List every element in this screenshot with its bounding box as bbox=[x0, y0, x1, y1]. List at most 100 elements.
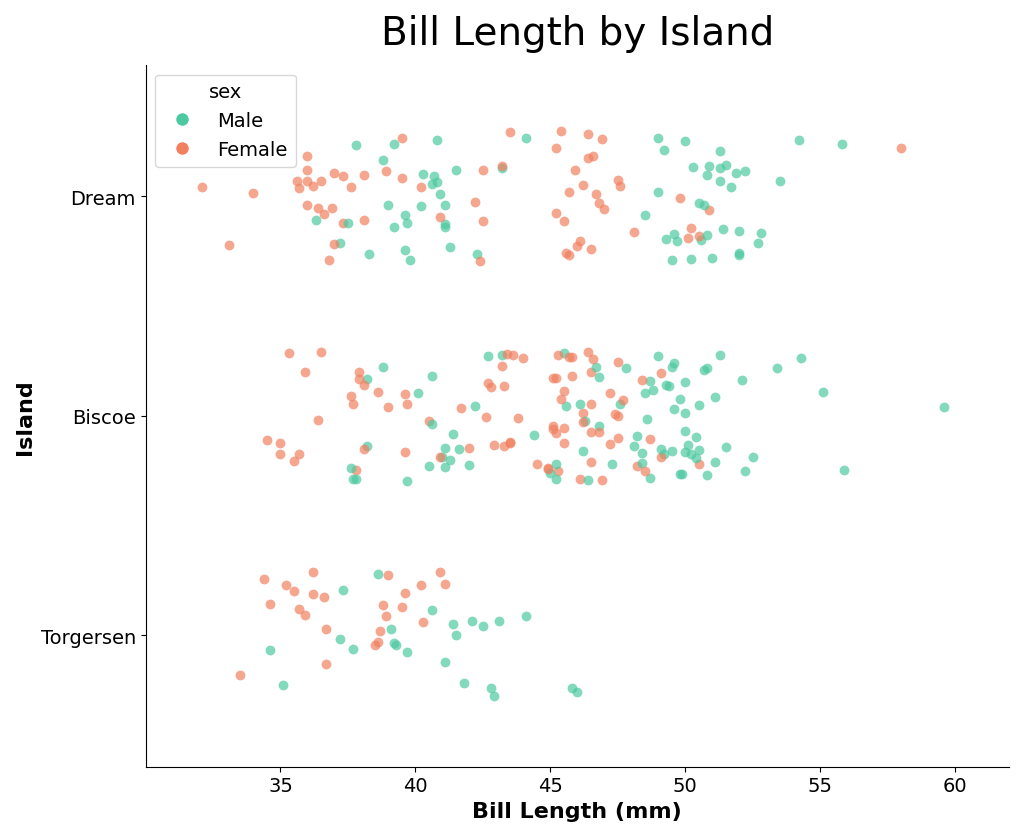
Point bbox=[356, 379, 373, 392]
Point bbox=[569, 685, 586, 698]
Point bbox=[461, 442, 477, 456]
Point bbox=[680, 232, 696, 245]
Point bbox=[690, 196, 707, 210]
Point bbox=[561, 248, 578, 262]
Point bbox=[421, 460, 437, 473]
Point bbox=[445, 618, 462, 631]
Point bbox=[601, 438, 617, 451]
Point bbox=[361, 247, 378, 261]
Point bbox=[561, 186, 578, 199]
Point bbox=[348, 472, 365, 486]
Point bbox=[634, 374, 650, 387]
Point bbox=[548, 457, 564, 471]
Point bbox=[642, 472, 658, 486]
Point bbox=[696, 199, 713, 212]
Point bbox=[626, 227, 642, 240]
Point bbox=[664, 360, 680, 374]
Point bbox=[286, 455, 302, 468]
Point bbox=[370, 635, 386, 649]
Point bbox=[563, 351, 580, 364]
Point bbox=[682, 222, 698, 235]
Point bbox=[660, 380, 677, 393]
Point bbox=[701, 161, 718, 174]
Point bbox=[588, 360, 604, 374]
Point bbox=[286, 584, 302, 598]
Point bbox=[672, 392, 688, 405]
Point bbox=[680, 438, 696, 451]
Point bbox=[451, 443, 467, 456]
Point bbox=[437, 461, 454, 474]
Point bbox=[518, 609, 535, 623]
Point bbox=[510, 411, 526, 425]
Point bbox=[456, 676, 472, 690]
Point bbox=[650, 186, 667, 199]
Point bbox=[358, 440, 375, 453]
Point bbox=[936, 401, 952, 415]
Point bbox=[315, 590, 332, 604]
Point bbox=[553, 125, 569, 138]
Point bbox=[642, 375, 658, 388]
Point bbox=[310, 201, 327, 215]
Point bbox=[356, 170, 373, 183]
Point bbox=[650, 350, 667, 364]
Point bbox=[315, 208, 332, 222]
Point bbox=[548, 473, 564, 487]
Point bbox=[494, 360, 510, 374]
Point bbox=[497, 440, 513, 453]
Point bbox=[399, 217, 416, 231]
Point bbox=[310, 414, 327, 427]
Point bbox=[658, 232, 675, 246]
Point bbox=[642, 433, 658, 446]
Point bbox=[480, 350, 497, 364]
Point bbox=[574, 407, 591, 421]
Point bbox=[652, 367, 669, 380]
Point bbox=[690, 399, 707, 412]
Point bbox=[437, 655, 454, 669]
Point bbox=[591, 370, 607, 384]
Point bbox=[356, 442, 373, 456]
Point bbox=[334, 584, 350, 597]
Point bbox=[431, 211, 447, 224]
Point bbox=[370, 568, 386, 581]
Point bbox=[442, 241, 459, 254]
Point bbox=[609, 356, 626, 370]
Point bbox=[750, 237, 766, 250]
Point bbox=[437, 442, 454, 456]
Point bbox=[715, 223, 731, 237]
Point bbox=[698, 229, 715, 242]
Point bbox=[289, 175, 305, 188]
Point bbox=[556, 385, 572, 398]
Point bbox=[437, 199, 454, 212]
Point bbox=[356, 214, 373, 227]
Point bbox=[304, 181, 321, 194]
Point bbox=[593, 134, 609, 147]
Point bbox=[682, 253, 698, 267]
Point bbox=[431, 187, 447, 201]
Point bbox=[413, 579, 429, 592]
Point bbox=[367, 639, 383, 652]
Point bbox=[650, 132, 667, 145]
Point bbox=[291, 448, 307, 461]
Point bbox=[652, 443, 669, 456]
Point bbox=[609, 175, 626, 188]
Point bbox=[399, 475, 416, 488]
Point bbox=[259, 434, 275, 447]
Point bbox=[793, 352, 809, 365]
Point bbox=[345, 398, 361, 411]
Point bbox=[586, 150, 602, 164]
Point bbox=[677, 425, 693, 438]
Point bbox=[672, 468, 688, 482]
Point bbox=[652, 451, 669, 465]
Point bbox=[637, 209, 653, 222]
Point bbox=[388, 639, 404, 652]
Point bbox=[571, 398, 588, 411]
Point bbox=[707, 456, 723, 469]
Point bbox=[574, 179, 591, 192]
Point bbox=[593, 474, 609, 487]
Point bbox=[556, 347, 572, 360]
Point bbox=[342, 462, 358, 476]
Point bbox=[375, 599, 391, 613]
Point bbox=[312, 175, 329, 188]
Point bbox=[637, 465, 653, 478]
Point bbox=[475, 164, 492, 177]
